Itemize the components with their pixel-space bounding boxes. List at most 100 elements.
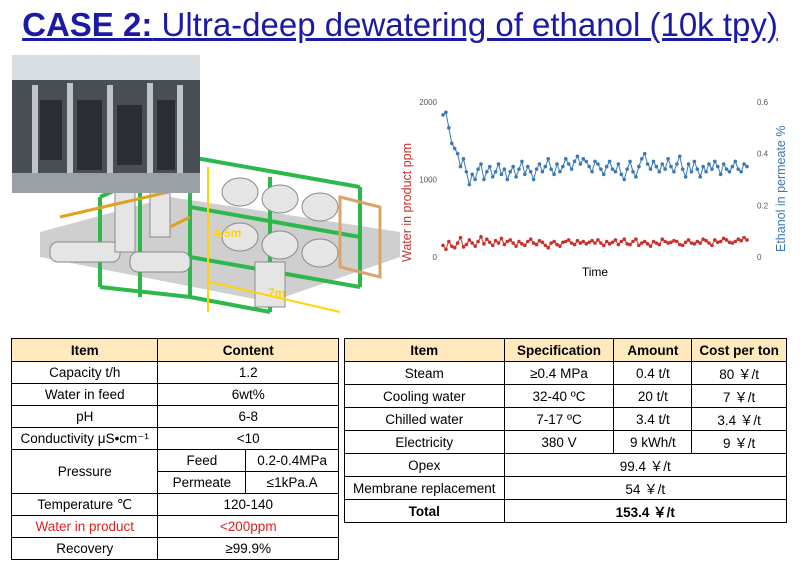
row-amount: 3.4 t/t [613, 407, 693, 431]
row-value: <200ppm [157, 515, 339, 538]
water-data-point [493, 238, 498, 243]
ethanol-data-point [707, 162, 711, 166]
ethanol-data-point [543, 164, 548, 169]
ethanol-data-point [721, 162, 726, 166]
ethanol-data-point [639, 157, 644, 161]
water-data-point [715, 240, 720, 245]
water-data-point [607, 242, 612, 246]
water-data-point [581, 239, 586, 244]
left-tick-label: 0 [433, 253, 438, 262]
ethanol-data-point [447, 126, 451, 130]
row-value: <10 [157, 427, 339, 450]
ethanol-data-point [695, 167, 700, 171]
membrane-value: 54 ￥/t [503, 476, 788, 500]
row-spec: 380 V [503, 430, 615, 454]
process-parameters-table: Item Content Capacity t/h 1.2 Water in f… [10, 338, 339, 560]
table-row: Electricity 380 V 9 kWh/t 9 ￥/t [344, 430, 787, 454]
ethanol-data-point [657, 169, 662, 174]
water-data-point [590, 238, 594, 243]
ethanol-data-point [482, 177, 486, 182]
ethanol-data-point [575, 154, 580, 159]
ethanol-data-point [531, 177, 536, 182]
title-case: CASE 2: [22, 6, 153, 43]
membrane-label: Membrane replacement [344, 476, 505, 500]
row-spec: 7-17 ºC [503, 407, 615, 431]
ethanol-data-point [558, 169, 562, 174]
y-axis-label-left: Water in product ppm [400, 143, 414, 262]
water-data-point [514, 244, 518, 248]
water-data-point [634, 237, 638, 241]
ethanol-data-point [616, 162, 621, 166]
water-data-point [710, 243, 714, 248]
water-data-point [625, 242, 629, 246]
ethanol-data-point [569, 167, 574, 171]
ethanol-data-point [689, 169, 694, 174]
ethanol-data-point [724, 167, 729, 171]
water-data-point [578, 241, 583, 245]
ethanol-data-point [552, 172, 556, 177]
plant-photo [12, 55, 200, 193]
ethanol-data-point [534, 167, 539, 171]
ethanol-data-point [444, 110, 448, 115]
water-data-point [707, 241, 711, 245]
ethanol-data-point [701, 164, 705, 169]
ethanol-series-line [442, 111, 748, 185]
water-data-point [508, 238, 513, 242]
feed-label: Feed [157, 449, 247, 472]
water-data-point [511, 241, 515, 245]
ethanol-data-point [490, 175, 495, 179]
ethanol-data-point [610, 167, 615, 171]
header-cost: Cost per ton [691, 338, 787, 362]
ethanol-data-point [692, 159, 697, 164]
ethanol-data-point [607, 159, 612, 164]
ethanol-data-point [672, 169, 676, 174]
table-row: Membrane replacement 54 ￥/t [344, 476, 788, 500]
ethanol-data-point [622, 177, 627, 182]
row-cost: 9 ￥/t [691, 430, 787, 454]
water-data-point [523, 243, 527, 248]
ethanol-data-point [514, 175, 518, 179]
water-data-point [593, 241, 597, 245]
ethanol-data-point [593, 159, 597, 164]
water-data-point [499, 236, 504, 241]
water-data-point [452, 245, 457, 250]
row-spec: ≥0.4 MPa [503, 361, 615, 385]
ethanol-data-point [581, 157, 586, 161]
water-data-point [520, 242, 524, 246]
ethanol-data-point [590, 169, 594, 174]
water-data-point [695, 239, 700, 244]
water-data-point [473, 244, 477, 248]
table-row: Steam ≥0.4 MPa 0.4 t/t 80 ￥/t [344, 361, 787, 385]
permeate-label: Permeate [157, 471, 247, 494]
title-text: Ultra-deep dewatering of ethanol (10k tp… [152, 6, 778, 43]
ethanol-data-point [452, 146, 457, 151]
water-data-point [569, 241, 574, 245]
y-axis-label-right: Ethanol in permeate % [774, 126, 788, 252]
ethanol-data-point [631, 169, 635, 174]
opex-label: Opex [344, 453, 505, 477]
table-row: Cooling water 32-40 ºC 20 t/t 7 ￥/t [344, 384, 787, 408]
water-data-point [718, 239, 723, 244]
water-data-point [713, 238, 717, 242]
row-value: 120-140 [157, 493, 339, 516]
ethanol-data-point [502, 167, 507, 171]
table-row: Permeate ≤1kPa.A [12, 471, 339, 494]
ethanol-data-point [487, 164, 492, 169]
table-row: Temperature ℃ 120-140 [10, 493, 339, 516]
ethanol-data-point [599, 167, 603, 171]
total-value: 153.4 ￥/t [503, 499, 788, 523]
water-data-point [619, 239, 624, 244]
header-item: Item [344, 338, 505, 362]
ethanol-data-point [587, 164, 591, 169]
table-row: Water in feed 6wt% [10, 383, 339, 406]
water-data-point [502, 242, 507, 247]
water-data-point [461, 245, 466, 249]
ethanol-data-point [555, 162, 559, 166]
row-label: pH [10, 405, 159, 428]
water-data-point [654, 241, 659, 245]
water-data-point [651, 239, 656, 244]
water-data-point [540, 240, 545, 245]
total-label: Total [344, 499, 505, 523]
water-data-point [467, 238, 472, 242]
water-data-point [639, 241, 644, 245]
